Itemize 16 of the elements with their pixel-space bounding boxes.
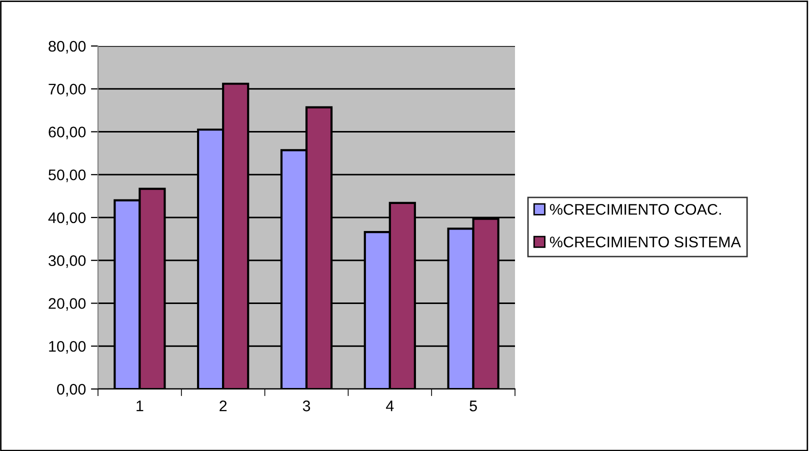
x-tick-label: 2 xyxy=(220,400,227,412)
y-tick-label: 30,00 xyxy=(48,255,86,268)
x-tick-label: 3 xyxy=(302,400,310,412)
y-tick-label: 20,00 xyxy=(48,298,86,311)
y-tick-label: 10,00 xyxy=(49,340,86,354)
y-tick-label: 40,00 xyxy=(48,212,86,225)
y-tick-label: 60,00 xyxy=(48,126,86,140)
x-tick-label: 1 xyxy=(136,400,144,412)
y-tick-label: 80,00 xyxy=(48,40,86,54)
y-tick-label: 70,00 xyxy=(48,84,86,96)
y-tick-label: 50,00 xyxy=(48,169,86,182)
legend-label: %CRECIMIENTO SISTEMA xyxy=(550,236,741,248)
legend-label: %CRECIMIENTO COAC. xyxy=(550,204,721,215)
y-tick-label: 0,00 xyxy=(57,384,86,396)
x-tick-label: 5 xyxy=(470,400,477,412)
x-tick-label: 4 xyxy=(386,400,394,412)
